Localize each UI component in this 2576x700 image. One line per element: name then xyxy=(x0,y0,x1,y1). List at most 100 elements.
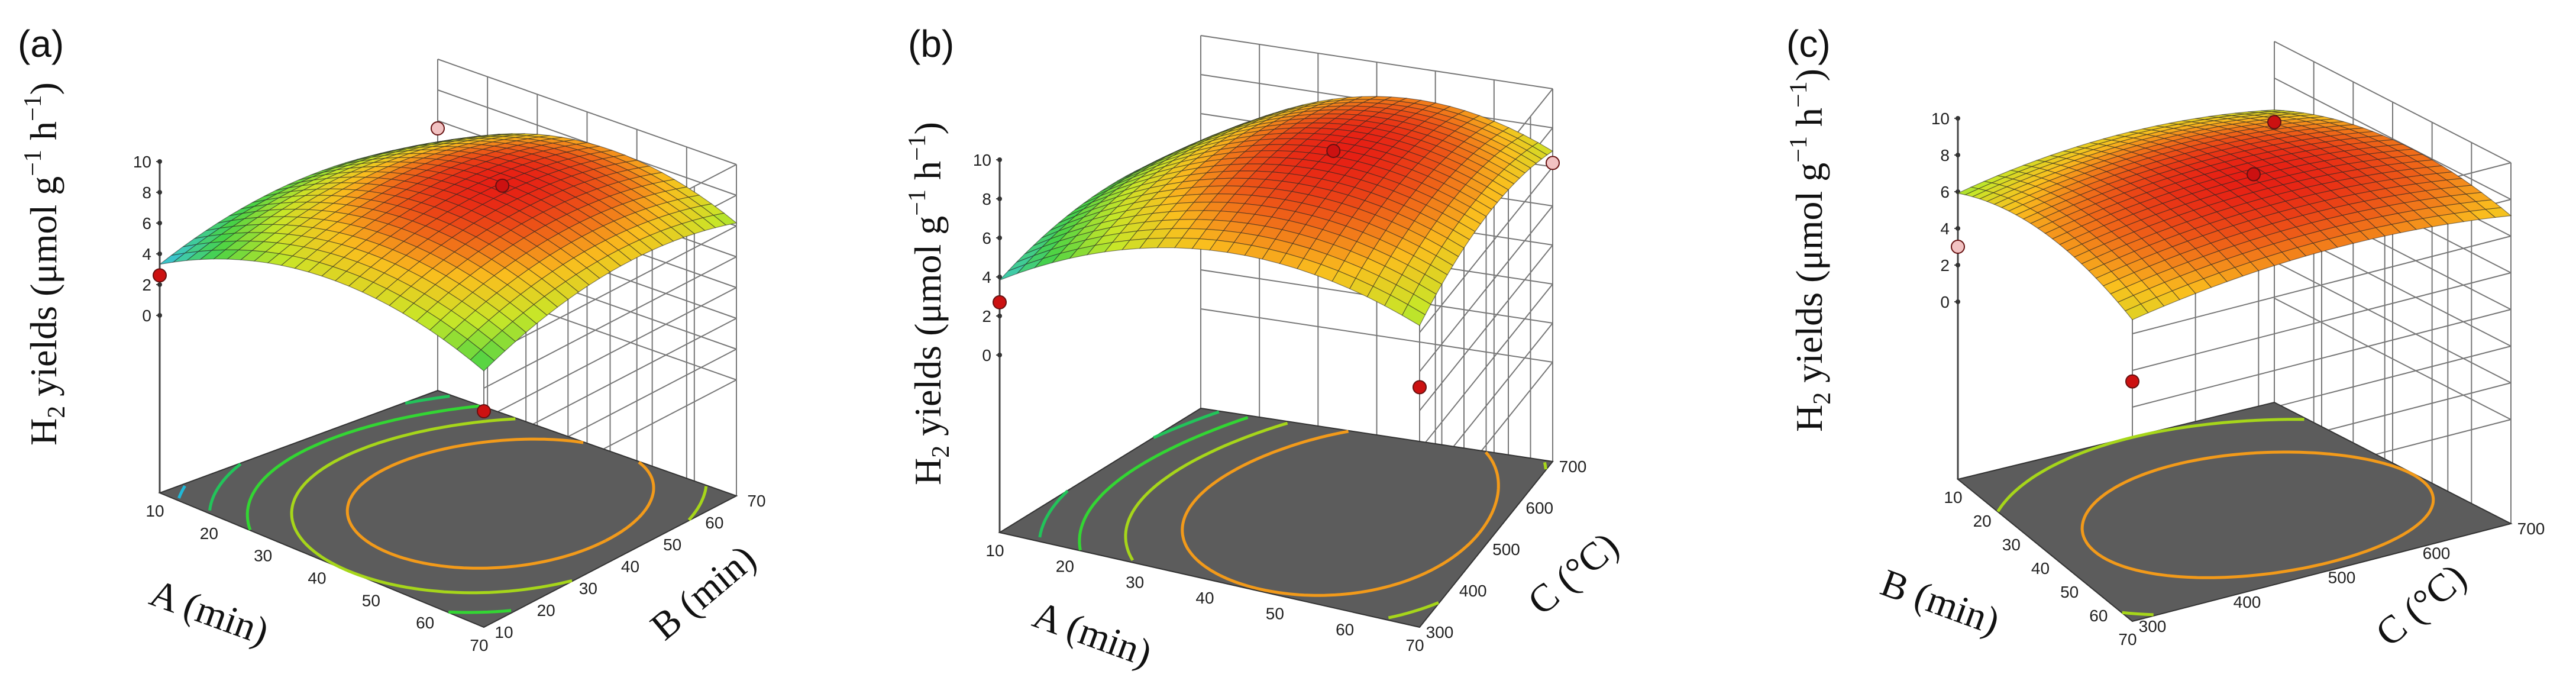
x-axis-title: A (min) xyxy=(144,571,274,653)
y-tick-label: 400 xyxy=(1459,582,1487,600)
contour-line xyxy=(1388,601,1439,620)
floor-contour-plane xyxy=(158,389,738,628)
floor-contour-plane xyxy=(1956,401,2513,622)
y-tick-label: 600 xyxy=(2423,544,2451,562)
design-point xyxy=(1951,240,1965,254)
z-tick-label: 10 xyxy=(973,151,991,169)
z-tick-label: 0 xyxy=(1940,293,1950,311)
design-point xyxy=(431,121,445,136)
x-tick-label: 40 xyxy=(308,569,326,588)
grid-line xyxy=(1200,35,1553,89)
contour-line xyxy=(1153,410,1220,439)
contour-line xyxy=(2122,611,2154,617)
y-tick-label: 500 xyxy=(1492,540,1520,559)
y-axis-title: B (min) xyxy=(642,537,764,649)
grid-line xyxy=(1419,244,1553,411)
y-axis-title: C (°C) xyxy=(2368,556,2475,655)
z-tick-label: 2 xyxy=(1940,256,1950,275)
grid-line xyxy=(2274,261,2512,383)
contour-line xyxy=(1996,418,2304,512)
surface-plot-a: 0 2 4 6 8 10 10 20 30 40 50 60 70 10 20 30 40 50 60 70 (a) H2… xyxy=(18,22,766,654)
panel-label: (b) xyxy=(908,22,954,65)
z-axis-title: H2 yields (μmol g−1 h−1) xyxy=(20,82,70,446)
z-tick-label: 8 xyxy=(142,183,151,202)
z-tick-dot xyxy=(157,190,162,195)
x-tick-label: 60 xyxy=(416,614,434,632)
x-tick-label: 70 xyxy=(2118,630,2137,649)
z-tick-label: 10 xyxy=(133,153,151,171)
z-tick-dot xyxy=(1956,263,1960,267)
grid-line xyxy=(483,256,737,389)
z-tick-label: 2 xyxy=(982,307,991,325)
z-tick-label: 4 xyxy=(142,245,151,263)
z-tick-label: 4 xyxy=(982,268,991,286)
contour-line xyxy=(405,395,450,405)
z-tick-dot xyxy=(1956,299,1960,304)
z-tick-label: 8 xyxy=(982,190,991,208)
y-tick-label: 30 xyxy=(579,579,597,598)
z-tick-dot xyxy=(1956,153,1960,157)
z-tick-label: 0 xyxy=(142,307,151,325)
grid-line xyxy=(2274,78,2512,200)
grid-line xyxy=(1419,283,1553,450)
z-tick-label: 6 xyxy=(982,229,991,247)
response-surface xyxy=(1957,109,2512,321)
contour-line xyxy=(345,437,606,570)
z-tick-dot xyxy=(1956,226,1960,231)
surface-cell xyxy=(159,253,185,265)
y-tick-label: 300 xyxy=(1426,623,1454,641)
design-point xyxy=(2267,115,2281,130)
x-tick-label: 30 xyxy=(1126,573,1144,591)
z-tick-dot xyxy=(997,353,1002,357)
panel-label: (a) xyxy=(18,22,64,65)
contour-line xyxy=(1543,462,1547,470)
x-tick-label: 30 xyxy=(254,547,272,565)
x-tick-label: 10 xyxy=(1944,488,1962,507)
grid-line xyxy=(1200,308,1553,363)
contour-line xyxy=(1038,489,1069,538)
z-tick-dot xyxy=(157,282,162,287)
x-tick-label: 50 xyxy=(362,591,380,609)
grid-line xyxy=(1419,166,1553,333)
response-surface xyxy=(999,96,1554,327)
surface-cell xyxy=(999,264,1026,280)
contour-line xyxy=(1181,430,1481,597)
y-tick-label: 700 xyxy=(2517,520,2545,538)
y-tick-label: 600 xyxy=(1525,499,1553,517)
x-tick-label: 50 xyxy=(2060,583,2079,601)
contour-line xyxy=(1078,416,1249,551)
x-tick-label: 30 xyxy=(2002,536,2021,554)
z-tick-dot xyxy=(157,221,162,225)
z-tick-dot xyxy=(157,251,162,256)
grid-line xyxy=(483,287,737,420)
x-tick-label: 10 xyxy=(146,502,164,520)
contour-line xyxy=(245,404,480,531)
z-tick-dot xyxy=(1956,116,1960,121)
y-tick-label: 70 xyxy=(747,492,765,510)
z-tick-dot xyxy=(157,313,162,318)
grid-line xyxy=(2132,272,2512,371)
y-tick-label: 20 xyxy=(537,601,555,620)
y-axis-title: C (°C) xyxy=(1520,524,1627,623)
design-point xyxy=(495,178,510,193)
x-tick-label: 60 xyxy=(2089,607,2108,625)
x-tick-label: 60 xyxy=(1336,620,1354,638)
floor-contour-plane xyxy=(998,407,1554,628)
y-tick-label: 400 xyxy=(2234,593,2261,611)
x-tick-label: 40 xyxy=(2031,559,2050,578)
design-point xyxy=(2247,167,2261,182)
grid-line xyxy=(2274,41,2512,163)
z-tick-label: 2 xyxy=(142,276,151,294)
contour-line xyxy=(687,486,708,521)
y-tick-label: 300 xyxy=(2139,617,2167,636)
surface-cell xyxy=(1957,186,1980,195)
z-tick-label: 4 xyxy=(1940,220,1950,238)
design-point xyxy=(477,404,491,418)
z-tick-label: 8 xyxy=(1940,146,1950,164)
z-tick-dot xyxy=(997,157,1002,162)
design-point xyxy=(993,295,1007,309)
z-tick-dot xyxy=(997,236,1002,240)
y-tick-label: 500 xyxy=(2328,569,2356,587)
floor-plane xyxy=(1956,401,2513,622)
